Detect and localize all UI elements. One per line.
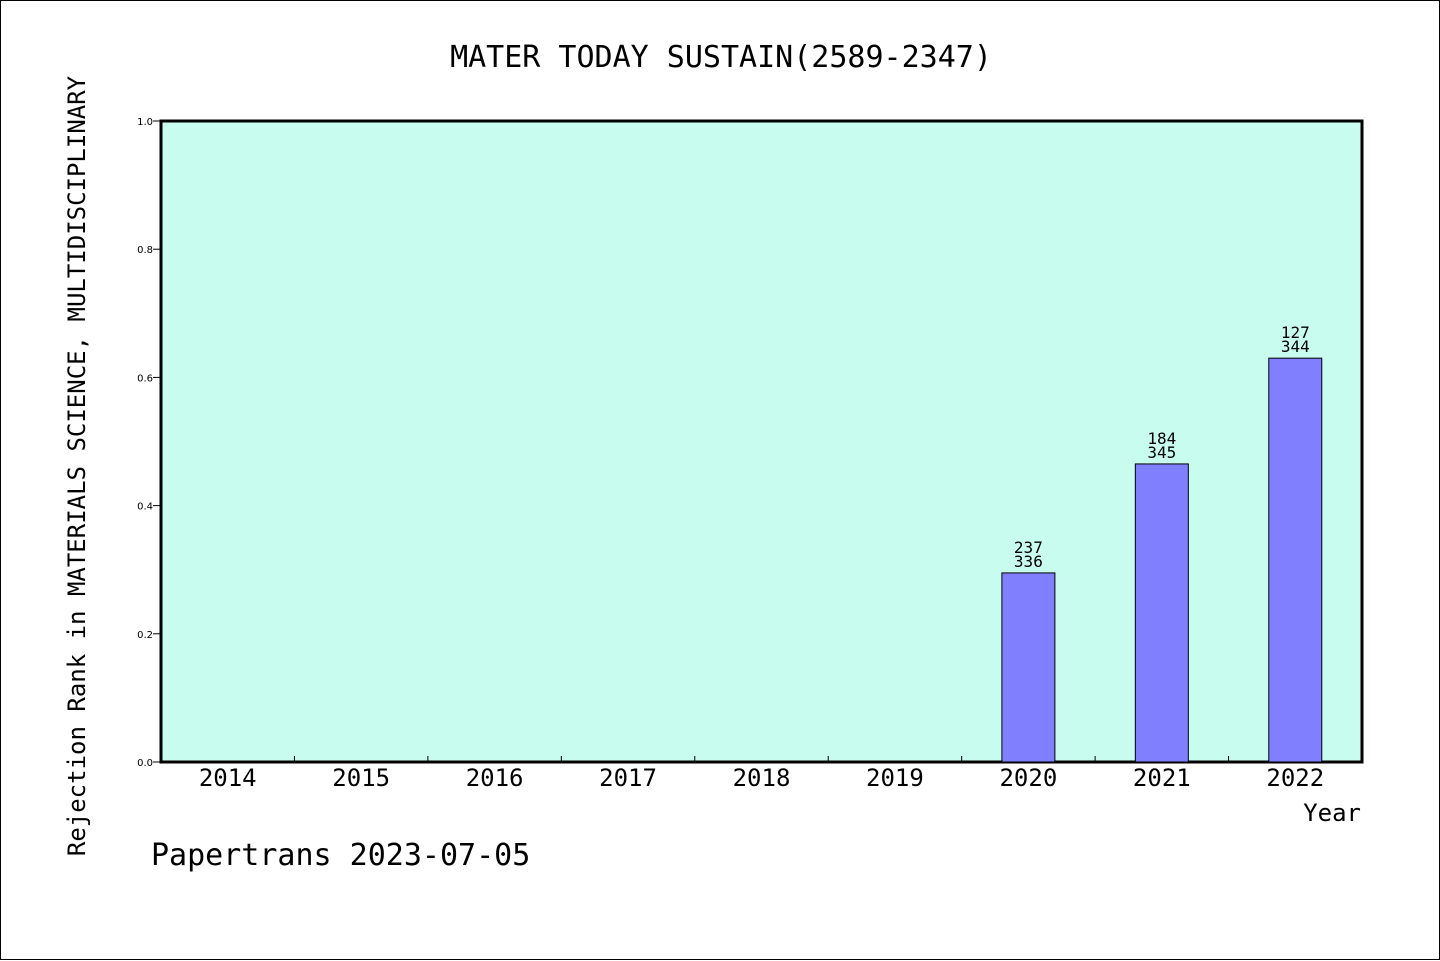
bar-label-top: 184 <box>1147 429 1176 448</box>
x-axis-label: Year <box>1303 799 1361 827</box>
x-tick-label: 2017 <box>599 764 657 792</box>
chart-title: MATER TODAY SUSTAIN(2589-2347) <box>450 40 992 75</box>
y-tick-label: 0.4 <box>137 502 153 513</box>
bar-label-bottom: 336 <box>1014 552 1043 571</box>
x-tick-label: 2019 <box>866 764 924 792</box>
y-axis-label: Rejection Rank in MATERIALS SCIENCE, MUL… <box>63 75 91 856</box>
footer-watermark: Papertrans 2023-07-05 <box>151 838 530 873</box>
bar-label-bottom: 344 <box>1281 337 1310 356</box>
y-tick-label: 0.8 <box>137 245 153 256</box>
bar-label-top: 237 <box>1014 538 1043 557</box>
x-tick-label: 2016 <box>466 764 524 792</box>
bars-group <box>1001 357 1323 763</box>
bar-2021 <box>1134 463 1189 763</box>
y-tick-label: 0.0 <box>137 758 153 769</box>
bar-2022 <box>1268 357 1323 763</box>
x-tick-label: 2020 <box>999 764 1057 792</box>
x-axis-ticks: 2014 2015 2016 2017 2018 2019 2020 2021 2022 <box>199 756 1324 792</box>
y-tick-label: 1.0 <box>137 117 153 128</box>
y-tick-label: 0.2 <box>137 630 153 641</box>
bar-2020 <box>1001 572 1056 763</box>
bar-label-bottom: 345 <box>1147 443 1176 462</box>
x-tick-label: 2021 <box>1133 764 1191 792</box>
bar-label-top: 127 <box>1281 323 1310 342</box>
x-tick-label: 2022 <box>1266 764 1324 792</box>
x-tick-label: 2014 <box>199 764 257 792</box>
x-tick-label: 2015 <box>332 764 390 792</box>
x-tick-label: 2018 <box>733 764 791 792</box>
y-axis-ticks: 0.0 0.2 0.4 0.6 0.8 1.0 <box>137 117 161 769</box>
y-tick-label: 0.6 <box>137 373 153 384</box>
